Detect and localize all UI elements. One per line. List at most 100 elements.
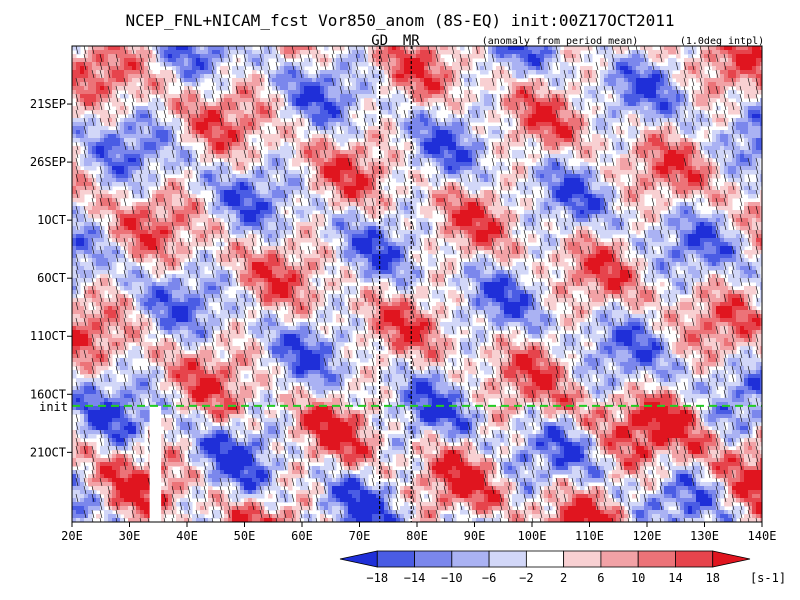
anomaly-cell bbox=[636, 102, 641, 107]
anomaly-cell bbox=[152, 122, 157, 127]
anomaly-cell bbox=[96, 106, 101, 111]
anomaly-cell bbox=[284, 158, 289, 163]
anomaly-cell bbox=[560, 78, 565, 83]
anomaly-cell bbox=[220, 98, 225, 103]
anomaly-cell bbox=[156, 146, 161, 151]
anomaly-cell bbox=[292, 174, 297, 179]
anomaly-cell bbox=[596, 174, 601, 179]
anomaly-cell bbox=[236, 182, 241, 187]
anomaly-cell bbox=[632, 82, 637, 87]
anomaly-cell bbox=[724, 130, 729, 135]
anomaly-cell bbox=[220, 142, 225, 147]
anomaly-cell bbox=[724, 98, 729, 103]
anomaly-cell bbox=[704, 170, 709, 175]
anomaly-cell bbox=[580, 118, 585, 123]
anomaly-cell bbox=[408, 54, 413, 59]
anomaly-cell bbox=[176, 74, 181, 79]
anomaly-cell bbox=[672, 58, 677, 63]
anomaly-cell bbox=[208, 158, 213, 163]
anomaly-cell bbox=[148, 122, 153, 127]
anomaly-cell bbox=[544, 118, 549, 123]
anomaly-cell bbox=[144, 154, 149, 159]
anomaly-cell bbox=[72, 174, 77, 179]
anomaly-cell bbox=[580, 106, 585, 111]
anomaly-cell bbox=[572, 54, 577, 59]
anomaly-cell bbox=[644, 98, 649, 103]
anomaly-cell bbox=[300, 118, 305, 123]
anomaly-cell bbox=[172, 118, 177, 123]
anomaly-cell bbox=[396, 178, 401, 183]
anomaly-cell bbox=[592, 106, 597, 111]
anomaly-cell bbox=[276, 78, 281, 83]
anomaly-cell bbox=[88, 82, 93, 87]
anomaly-cell bbox=[420, 110, 425, 115]
anomaly-cell bbox=[224, 82, 229, 87]
anomaly-cell bbox=[480, 150, 485, 155]
anomaly-cell bbox=[676, 154, 681, 159]
anomaly-cell bbox=[272, 94, 277, 99]
anomaly-cell bbox=[312, 50, 317, 55]
anomaly-cell bbox=[556, 130, 561, 135]
anomaly-cell bbox=[252, 90, 257, 95]
anomaly-cell bbox=[680, 114, 685, 119]
anomaly-cell bbox=[656, 74, 661, 79]
anomaly-cell bbox=[228, 118, 233, 123]
anomaly-cell bbox=[432, 82, 437, 87]
anomaly-cell bbox=[248, 58, 253, 63]
anomaly-cell bbox=[200, 102, 205, 107]
anomaly-cell bbox=[88, 74, 93, 79]
anomaly-cell bbox=[712, 162, 717, 167]
anomaly-cell bbox=[708, 150, 713, 155]
anomaly-cell bbox=[604, 82, 609, 87]
anomaly-cell bbox=[328, 158, 333, 163]
anomaly-cell bbox=[348, 158, 353, 163]
anomaly-cell bbox=[544, 102, 549, 107]
anomaly-cell bbox=[388, 66, 393, 71]
anomaly-cell bbox=[192, 118, 197, 123]
anomaly-cell bbox=[192, 138, 197, 143]
anomaly-cell bbox=[636, 158, 641, 163]
anomaly-cell bbox=[756, 54, 761, 59]
anomaly-cell bbox=[96, 82, 101, 87]
anomaly-cell bbox=[372, 74, 377, 79]
anomaly-cell bbox=[340, 174, 345, 179]
anomaly-cell bbox=[540, 46, 545, 51]
anomaly-cell bbox=[200, 50, 205, 55]
anomaly-cell bbox=[92, 54, 97, 59]
anomaly-cell bbox=[536, 174, 541, 179]
anomaly-cell bbox=[396, 162, 401, 167]
anomaly-cell bbox=[640, 86, 645, 91]
anomaly-cell bbox=[616, 158, 621, 163]
anomaly-cell bbox=[124, 118, 129, 123]
anomaly-cell bbox=[384, 70, 389, 75]
anomaly-cell bbox=[124, 70, 129, 75]
anomaly-cell bbox=[396, 150, 401, 155]
anomaly-cell bbox=[564, 102, 569, 107]
anomaly-cell bbox=[532, 50, 537, 55]
anomaly-cell bbox=[724, 82, 729, 87]
anomaly-cell bbox=[120, 138, 125, 143]
anomaly-cell bbox=[268, 114, 273, 119]
anomaly-cell bbox=[232, 134, 237, 139]
anomaly-cell bbox=[408, 122, 413, 127]
anomaly-cell bbox=[272, 70, 277, 75]
anomaly-cell bbox=[464, 82, 469, 87]
anomaly-cell bbox=[576, 98, 581, 103]
anomaly-cell bbox=[204, 122, 209, 127]
anomaly-cell bbox=[760, 114, 762, 119]
anomaly-cell bbox=[596, 130, 601, 135]
anomaly-cell bbox=[544, 126, 549, 131]
anomaly-cell bbox=[392, 74, 397, 79]
anomaly-cell bbox=[232, 94, 237, 99]
anomaly-cell bbox=[268, 82, 273, 87]
anomaly-cell bbox=[256, 98, 261, 103]
anomaly-cell bbox=[672, 50, 677, 55]
anomaly-cell bbox=[752, 86, 757, 91]
anomaly-cell bbox=[616, 74, 621, 79]
anomaly-cell bbox=[540, 94, 545, 99]
anomaly-cell bbox=[368, 66, 373, 71]
anomaly-cell bbox=[568, 134, 573, 139]
anomaly-cell bbox=[76, 174, 81, 179]
anomaly-cell bbox=[644, 146, 649, 151]
anomaly-cell bbox=[304, 62, 309, 67]
